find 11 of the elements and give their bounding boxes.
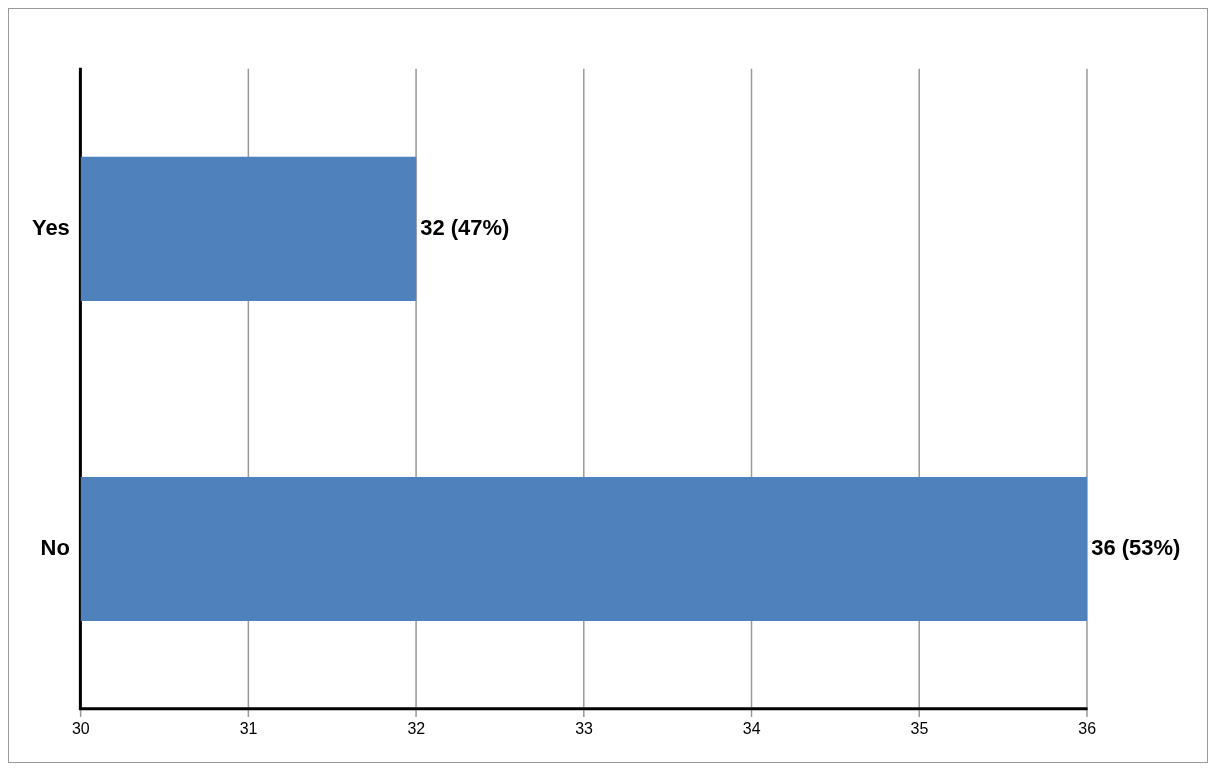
data-label: 36 (53%) (1091, 534, 1181, 560)
x-tick-label: 35 (910, 719, 929, 737)
data-label: 32 (47%) (420, 214, 510, 240)
x-tick-label: 31 (239, 719, 258, 737)
y-tick-label: No (40, 534, 70, 560)
x-tick-label: 36 (1078, 719, 1097, 737)
x-tick-label: 32 (407, 719, 426, 737)
x-tick-label: 33 (575, 719, 594, 737)
x-tick-label: 30 (71, 719, 90, 737)
x-tick-label: 34 (742, 719, 761, 737)
y-tick-label: Yes (31, 214, 70, 240)
